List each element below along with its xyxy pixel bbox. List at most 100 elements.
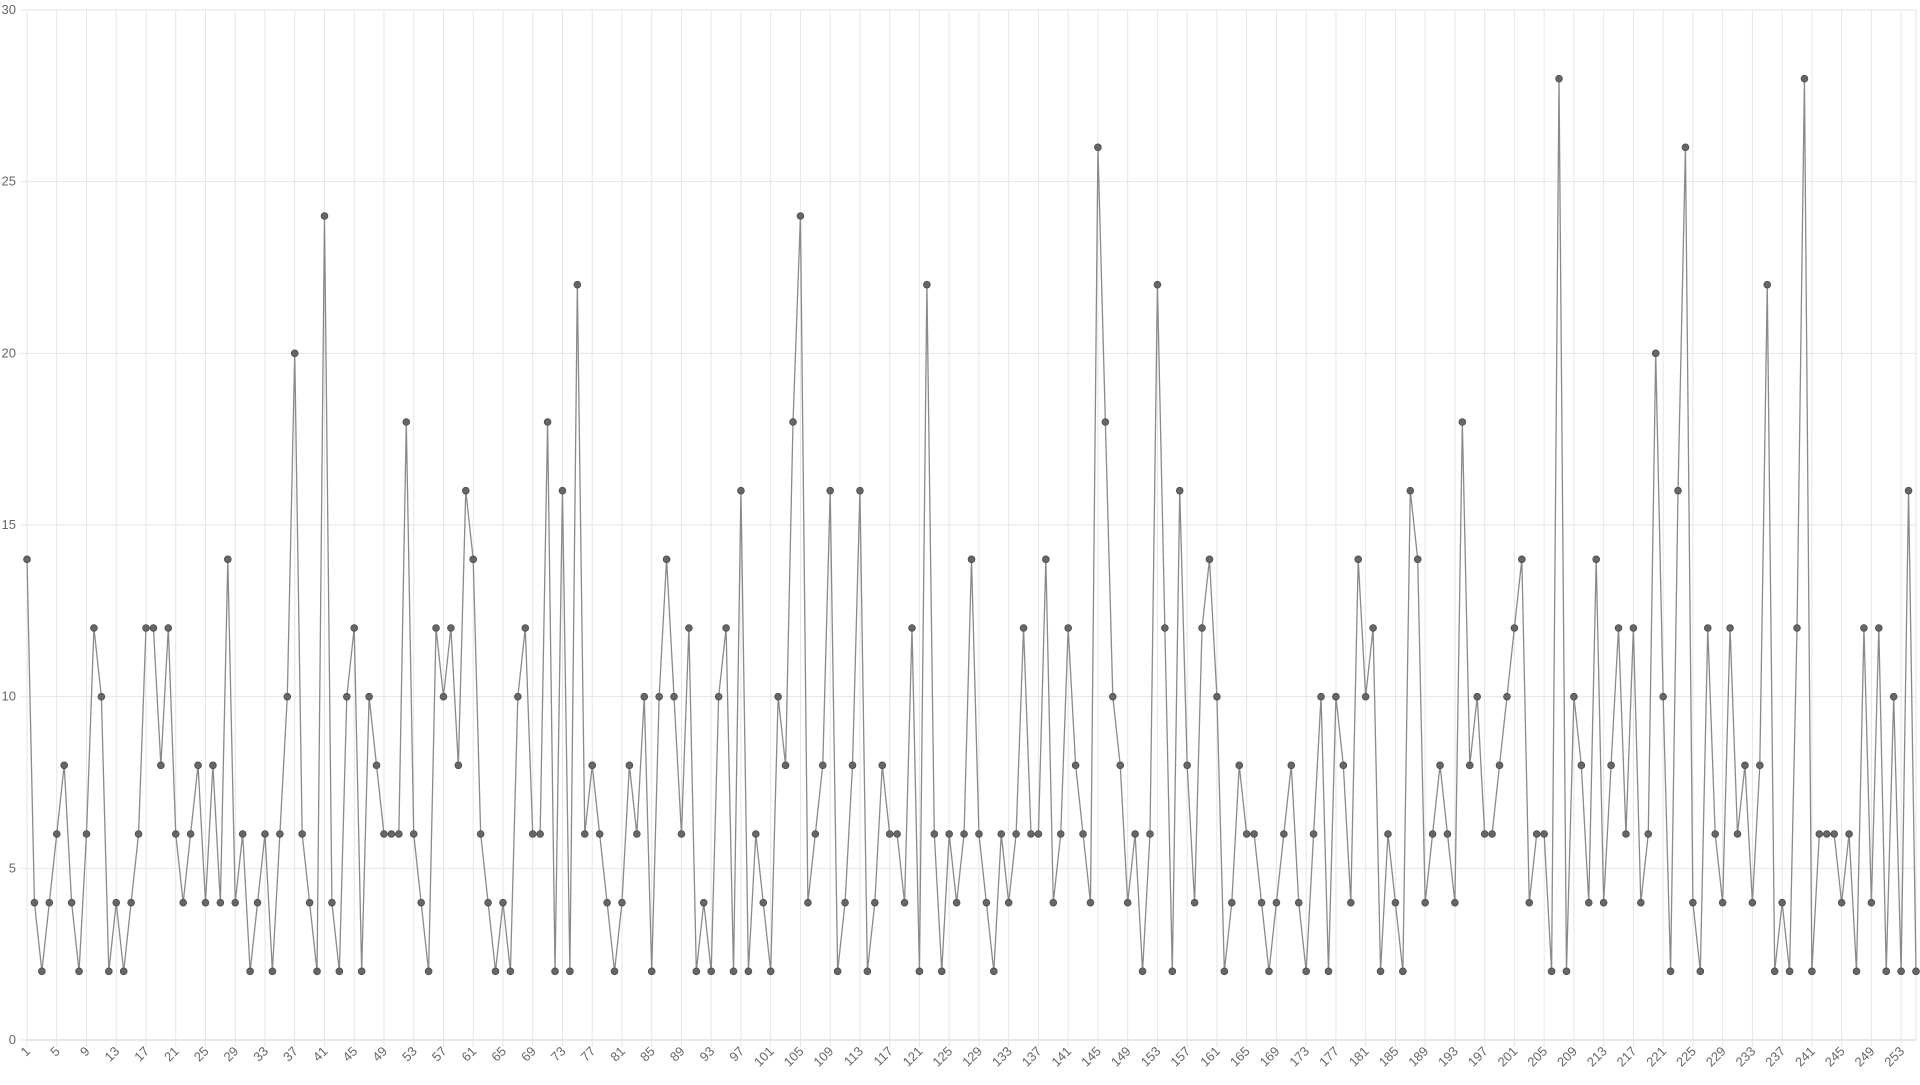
data-point [1711,830,1720,838]
x-tick-label: 97 [726,1044,747,1065]
data-point [900,898,909,907]
data-point [960,830,968,838]
data-point [1852,967,1861,976]
data-point [142,624,150,632]
data-point [566,967,574,976]
data-point [1822,830,1831,838]
data-point [1309,830,1318,838]
data-point [1637,898,1645,907]
data-point [670,692,678,701]
data-point [722,624,730,632]
data-point [1555,74,1563,83]
x-tick-label: 205 [1524,1044,1550,1070]
data-point [1071,761,1080,770]
point-layer [23,74,1920,976]
data-point [699,898,708,907]
data-point [164,624,173,632]
data-point [1584,898,1593,907]
data-point [1756,761,1764,770]
data-point [1436,761,1444,770]
data-point [52,830,61,838]
data-point [1064,624,1072,632]
data-point [1123,898,1132,907]
data-point [506,967,515,976]
x-tick-label: 141 [1048,1044,1074,1070]
data-point [60,761,68,770]
data-point [1413,555,1422,564]
x-tick-label: 77 [577,1044,598,1065]
data-point [573,280,582,289]
data-point [863,967,872,976]
x-tick-label: 81 [607,1044,628,1065]
data-point [1532,830,1541,838]
data-point [662,555,671,564]
data-point [610,967,619,976]
data-point [1198,624,1206,632]
data-point [1830,830,1838,838]
data-point [1213,692,1221,701]
data-point [1525,898,1534,907]
data-point [372,761,381,770]
data-point [432,624,440,632]
data-point [618,898,626,907]
x-tick-label: 249 [1852,1044,1878,1070]
data-point [1094,143,1102,152]
data-point [1086,898,1095,907]
x-tick-label: 137 [1019,1044,1045,1070]
data-point [1808,967,1816,976]
data-point [1376,967,1385,976]
x-tick-label: 121 [900,1044,926,1070]
data-point [238,830,247,838]
data-point [1614,624,1623,632]
data-point [1317,692,1325,701]
data-point [261,830,269,838]
data-point [647,967,656,976]
data-point [1518,555,1526,564]
data-point [454,761,463,770]
x-tick-label: 153 [1138,1044,1164,1070]
data-point [268,967,277,976]
x-tick-label: 69 [518,1044,539,1065]
data-point [447,624,455,632]
data-point [975,830,983,838]
grid-layer [20,9,1917,1047]
data-point [685,624,693,632]
x-tick-label: 233 [1733,1044,1759,1070]
data-point [1562,967,1571,976]
data-point [714,692,723,701]
data-point [1012,830,1020,838]
data-point [387,830,396,838]
data-point [692,967,701,976]
x-tick-label: 57 [429,1044,450,1065]
x-tick-label: 89 [667,1044,688,1065]
data-point [1346,898,1355,907]
data-point [1629,624,1638,632]
data-point [1421,898,1429,907]
data-point [841,898,849,907]
data-point [588,761,597,770]
data-point [231,898,240,907]
data-point [209,761,217,770]
data-point [1860,624,1868,632]
data-point [469,555,478,564]
data-point [774,692,782,701]
x-tick-label: 105 [781,1044,807,1070]
data-point [1815,830,1824,838]
data-point [893,830,901,838]
y-tick-label: 0 [9,1032,16,1047]
x-tick-label: 229 [1703,1044,1729,1070]
x-tick-label: 201 [1495,1044,1521,1070]
data-point [1138,967,1147,976]
data-point [380,830,388,838]
x-tick-label: 165 [1227,1044,1253,1070]
x-tick-label: 17 [131,1044,152,1065]
data-point [357,967,366,976]
data-point [595,830,604,838]
data-point [127,898,135,907]
data-point [1465,761,1474,770]
x-tick-label: 101 [751,1044,777,1070]
data-point [640,692,649,701]
data-point [1451,898,1459,907]
data-point [402,418,411,426]
